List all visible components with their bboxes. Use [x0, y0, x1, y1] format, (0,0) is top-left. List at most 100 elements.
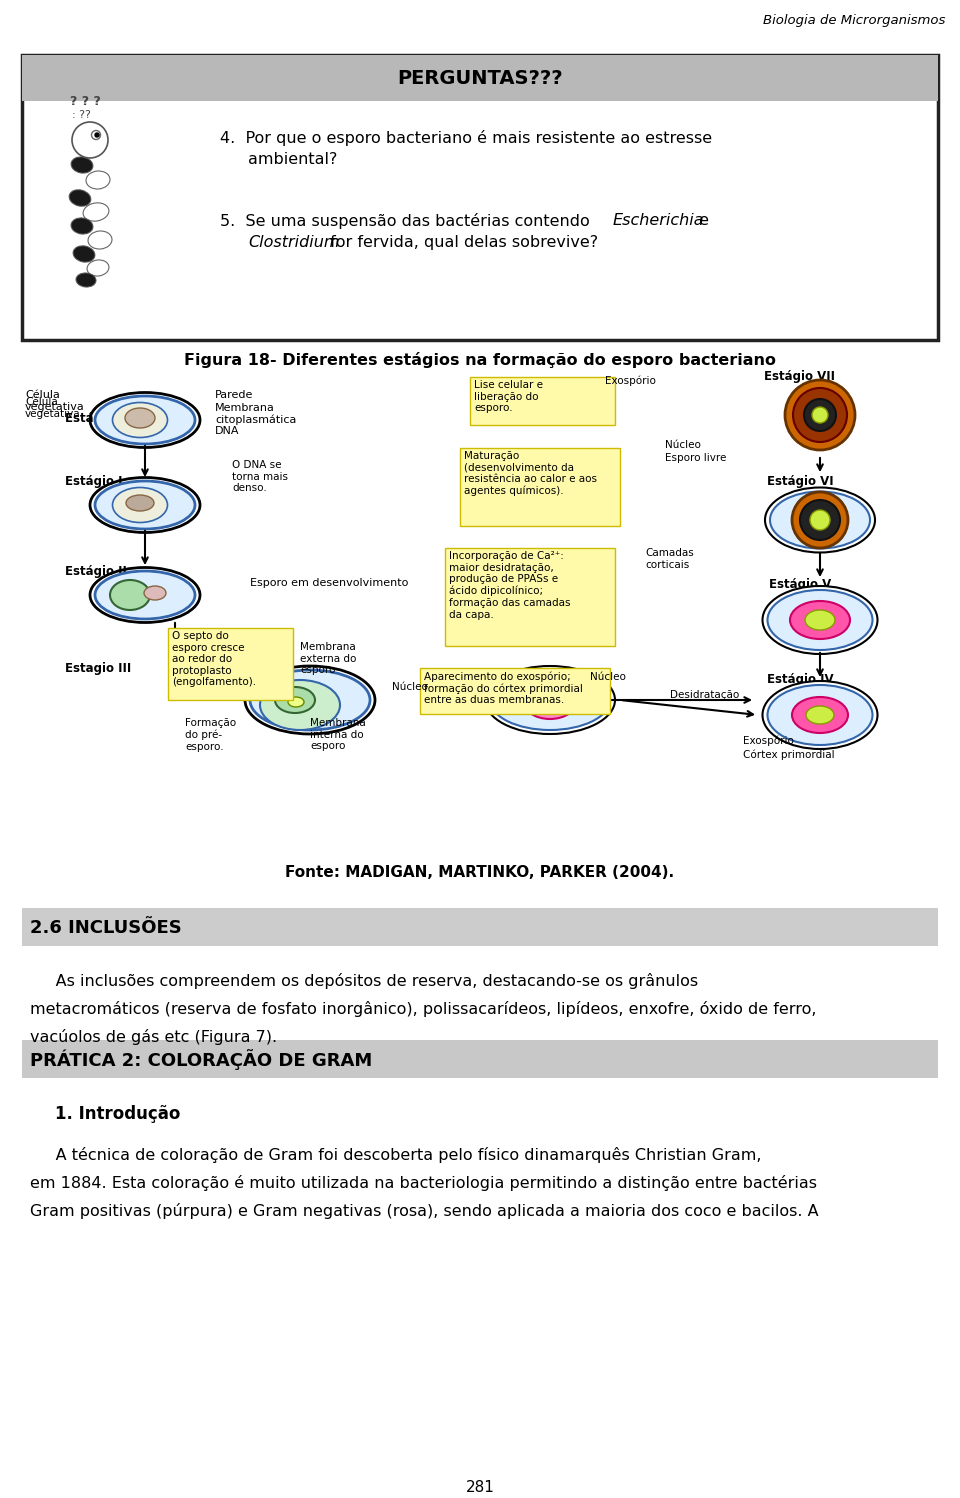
- Ellipse shape: [806, 706, 834, 724]
- Ellipse shape: [90, 568, 200, 623]
- Ellipse shape: [112, 403, 167, 437]
- Text: Membrana
citoplasmática: Membrana citoplasmática: [215, 403, 297, 425]
- Text: DNA: DNA: [215, 425, 239, 436]
- Ellipse shape: [71, 157, 93, 174]
- Text: Formação
do pré-
esporo.: Formação do pré- esporo.: [185, 718, 236, 752]
- Text: 4.  Por que o esporo bacteriano é mais resistente ao estresse: 4. Por que o esporo bacteriano é mais re…: [220, 130, 712, 145]
- Text: Estágio I: Estágio I: [65, 475, 123, 488]
- Text: Membrana
interna do
esporo: Membrana interna do esporo: [310, 718, 366, 750]
- Ellipse shape: [90, 392, 200, 448]
- Circle shape: [72, 121, 108, 157]
- Ellipse shape: [126, 494, 154, 511]
- Ellipse shape: [770, 491, 870, 548]
- Text: 2.6 INCLUSÕES: 2.6 INCLUSÕES: [30, 918, 181, 938]
- Ellipse shape: [539, 694, 561, 707]
- Text: Maturação
(desenvolvimento da
resistência ao calor e aos
agentes químicos).: Maturação (desenvolvimento da resistênci…: [464, 451, 597, 496]
- Circle shape: [800, 500, 840, 539]
- Bar: [22, 55, 938, 100]
- Circle shape: [785, 380, 855, 449]
- Text: ambiental?: ambiental?: [248, 151, 337, 166]
- Bar: [22, 1040, 938, 1079]
- Text: Biologia de Microrganismos: Biologia de Microrganismos: [762, 13, 945, 27]
- Circle shape: [91, 130, 101, 139]
- Ellipse shape: [245, 667, 375, 734]
- Ellipse shape: [69, 190, 91, 207]
- Text: O DNA se
torna mais
denso.: O DNA se torna mais denso.: [232, 460, 288, 493]
- Ellipse shape: [144, 586, 166, 601]
- Text: Incorporação de Ca²⁺:
maior desidratação,
produção de PPASs e
ácido dipicolínico: Incorporação de Ca²⁺: maior desidratação…: [449, 551, 570, 620]
- Text: Figura 18- Diferentes estágios na formação do esporo bacteriano: Figura 18- Diferentes estágios na formaç…: [184, 352, 776, 369]
- Text: Estágio V: Estágio V: [769, 578, 831, 592]
- Ellipse shape: [71, 217, 93, 234]
- Text: PERGUNTAS???: PERGUNTAS???: [397, 69, 563, 87]
- Circle shape: [793, 388, 847, 442]
- Ellipse shape: [260, 680, 340, 730]
- Ellipse shape: [87, 261, 108, 276]
- Text: e: e: [694, 213, 709, 228]
- Circle shape: [95, 133, 99, 136]
- Text: Estágio II: Estágio II: [65, 565, 127, 578]
- Ellipse shape: [762, 682, 877, 749]
- Text: Estágio IV: Estágio IV: [767, 673, 833, 686]
- Bar: [460, 448, 620, 526]
- Ellipse shape: [76, 273, 96, 288]
- Ellipse shape: [288, 697, 304, 707]
- Ellipse shape: [522, 682, 578, 719]
- Bar: [420, 668, 610, 715]
- Ellipse shape: [112, 487, 167, 523]
- Text: Clostridium: Clostridium: [248, 235, 340, 250]
- Text: Núcleo: Núcleo: [590, 673, 626, 682]
- Text: : ??: : ??: [72, 109, 91, 120]
- Ellipse shape: [792, 697, 848, 733]
- Bar: [168, 628, 293, 700]
- Ellipse shape: [125, 407, 155, 428]
- Text: metacromáticos (reserva de fosfato inorgânico), polissacarídeos, lipídeos, enxof: metacromáticos (reserva de fosfato inorg…: [30, 1001, 817, 1017]
- Circle shape: [804, 398, 836, 431]
- Bar: [445, 548, 615, 646]
- Ellipse shape: [762, 586, 877, 655]
- Bar: [22, 908, 938, 947]
- Text: O septo do
esporo cresce
ao redor do
protoplasto
(engolfamento).: O septo do esporo cresce ao redor do pro…: [172, 631, 256, 688]
- Ellipse shape: [250, 670, 370, 730]
- Text: A técnica de coloração de Gram foi descoberta pelo físico dinamarquês Christian : A técnica de coloração de Gram foi desco…: [30, 1147, 761, 1162]
- Ellipse shape: [110, 580, 150, 610]
- Text: Camadas
corticais: Camadas corticais: [645, 548, 694, 569]
- Text: Exospório: Exospório: [743, 736, 794, 746]
- Circle shape: [792, 491, 848, 548]
- Ellipse shape: [88, 231, 112, 249]
- Text: Estagio III: Estagio III: [65, 662, 132, 676]
- Ellipse shape: [86, 171, 110, 189]
- Text: Esporo em desenvolvimento: Esporo em desenvolvimento: [250, 578, 408, 589]
- Text: Escherichia: Escherichia: [613, 213, 705, 228]
- Ellipse shape: [765, 487, 875, 553]
- Ellipse shape: [790, 601, 850, 640]
- Text: Estágio 0: Estágio 0: [65, 412, 127, 425]
- Text: Célula
vegetativa: Célula vegetativa: [25, 389, 84, 412]
- Circle shape: [812, 407, 828, 422]
- Ellipse shape: [805, 610, 835, 631]
- Ellipse shape: [84, 202, 108, 222]
- Text: Estágio VII: Estágio VII: [764, 370, 835, 383]
- Ellipse shape: [95, 395, 195, 443]
- Ellipse shape: [490, 670, 610, 730]
- Text: Desidratação: Desidratação: [670, 691, 739, 700]
- Bar: [470, 377, 615, 425]
- Text: Lise celular e
liberação do
esporo.: Lise celular e liberação do esporo.: [474, 380, 543, 413]
- Text: Exospório: Exospório: [605, 374, 656, 385]
- Text: Aparecimento do exospório;
formação do córtex primordial
entre as duas membranas: Aparecimento do exospório; formação do c…: [424, 671, 583, 706]
- Text: Célula
vegetativa: Célula vegetativa: [25, 397, 81, 418]
- Text: PRÁTICA 2: COLORAÇÃO DE GRAM: PRÁTICA 2: COLORAÇÃO DE GRAM: [30, 1050, 372, 1071]
- Ellipse shape: [767, 590, 873, 650]
- Text: Núcleo: Núcleo: [665, 440, 701, 449]
- Circle shape: [810, 509, 830, 530]
- Bar: [22, 55, 938, 340]
- Ellipse shape: [767, 685, 873, 745]
- Text: 5.  Se uma suspensão das bactérias contendo: 5. Se uma suspensão das bactérias conten…: [220, 213, 595, 229]
- Text: Esporo livre: Esporo livre: [665, 452, 727, 463]
- Text: Núcleo: Núcleo: [392, 682, 428, 692]
- Text: Parede: Parede: [215, 389, 253, 400]
- Text: 281: 281: [466, 1480, 494, 1495]
- Text: ? ? ?: ? ? ?: [70, 94, 101, 108]
- Text: As inclusões compreendem os depósitos de reserva, destacando-se os grânulos: As inclusões compreendem os depósitos de…: [30, 974, 698, 989]
- Ellipse shape: [275, 688, 315, 713]
